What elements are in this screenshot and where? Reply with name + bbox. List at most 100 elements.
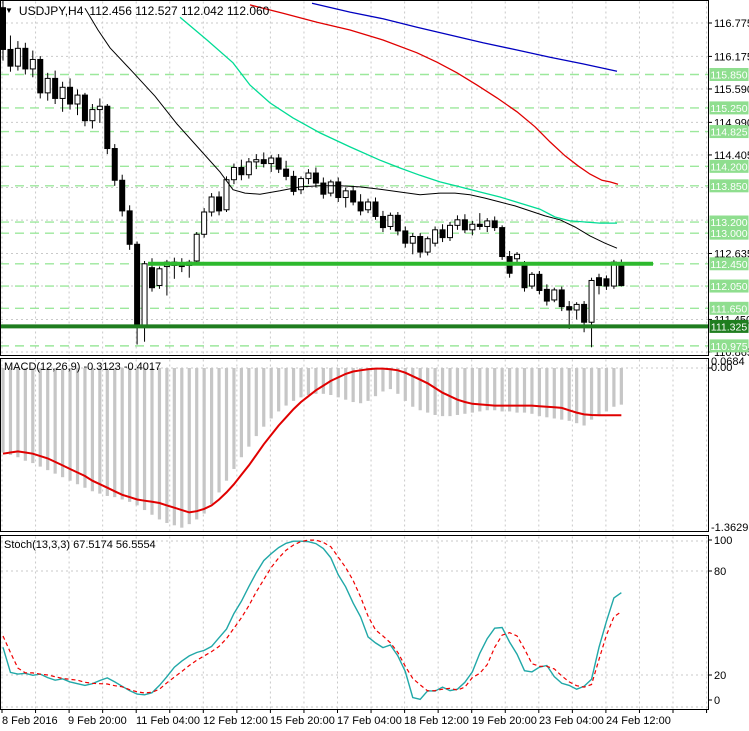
candle-bullish [424,238,431,253]
macd-histogram-bar [68,368,72,481]
stoch-axis-label: 0 [714,695,720,707]
macd-histogram-bar [23,368,27,461]
macd-histogram-bar [75,368,80,485]
collapse-arrow-icon[interactable]: ▼ [5,6,13,15]
candle-bullish [74,94,81,105]
support-resistance-lines[interactable] [0,261,708,329]
macd-histogram-bar [217,368,221,493]
candle-bearish [402,230,409,244]
macd-histogram-bar [619,368,623,405]
price-level-badge-label: 114.200 [710,161,747,173]
candle-bearish [461,219,468,231]
macd-histogram-bar [344,368,348,400]
candle-bullish [387,214,394,227]
macd-axis-max-label: 0.0684 [711,356,745,368]
candle-bearish [521,263,528,289]
price-level-badge [709,215,749,229]
candle-bullish [208,196,215,213]
macd-histogram-bar [478,368,482,412]
macd-histogram-bar [299,368,303,398]
candle-bearish [216,196,223,212]
candle-bullish [14,47,21,67]
time-axis-label: 23 Feb 04:00 [539,715,604,727]
macd-histogram-bar [485,368,489,411]
stoch-d-line [2,539,622,694]
candle-bearish [372,201,379,217]
ma-blue [311,2,618,72]
macd-histogram-bar [277,368,281,412]
macd-histogram-bar [128,368,132,502]
stoch-axis-label: 80 [714,566,726,578]
macd-histogram-bar [306,368,311,396]
stoch-k-line [2,540,622,701]
candle-bearish [7,48,14,67]
candle-bearish [350,190,357,203]
macd-histogram-bar [187,368,191,525]
candle-bullish [447,224,453,239]
macd-indicator-label: MACD(12,26,9) -0.3123 -0.4017 [4,361,162,373]
macd-histogram-bar [530,368,534,414]
candle-bullish [409,235,416,244]
candle-bearish [67,86,74,105]
time-axis-label: 24 Feb 12:00 [606,715,671,727]
macd-histogram-bar [90,368,94,492]
macd-histogram-bar [254,368,258,437]
price-axis-label: 114.990 [714,117,749,129]
candle-bullish [365,201,372,211]
time-axis-label: 11 Feb 04:00 [136,715,200,727]
price-level-badge-label: 114.825 [710,127,747,139]
candle-bullish [298,178,304,191]
candle-bullish [469,223,476,231]
panel-borders [0,0,709,710]
macd-histogram-bar [597,368,601,415]
macd-histogram-bar [172,368,176,526]
macd-histogram-bar [46,368,50,471]
time-axis-label: 17 Feb 04:00 [337,715,402,727]
macd-histogram-bar [8,368,13,455]
price-level-badge [709,319,749,333]
candle-bullish [514,253,521,260]
macd-histogram-bar [224,368,229,481]
candle-bearish [283,168,290,177]
price-level-badge [709,257,749,271]
candle-bullish [551,289,558,301]
macd-histogram-bar [552,368,556,419]
macd-histogram-bar [165,368,169,523]
candle-bearish [499,227,506,258]
candle-bearish [536,273,543,291]
macd-histogram-bar [403,368,407,401]
macd-histogram-bar [262,368,266,427]
ma-red [249,4,619,185]
candle-bullish [96,105,103,111]
candle-bearish [603,278,610,287]
macd-histogram-bar [38,368,42,467]
price-axis-label: 114.405 [714,150,749,162]
candle-bearish [320,182,327,195]
candle-bearish [596,277,602,286]
macd-histogram-bar [612,368,616,407]
macd-histogram-bar [53,368,57,474]
macd-histogram-bar [247,368,251,447]
macd-histogram-bar [157,368,162,520]
candle-bearish [357,201,364,212]
macd-histogram-bar [180,368,184,528]
time-axis[interactable]: 8 Feb 2016 9 Feb 20:00 11 Feb 04:00 12 Feb … [1,709,708,728]
price-axis[interactable]: 116.775116.175115.590114.990114.405112.6… [708,18,749,707]
macd-histogram-bar [83,368,87,488]
chart-header: ▼ USDJPY,H4 112.456 112.527 112.042 112.… [5,4,269,18]
macd-histogram-bar [31,368,35,464]
candle-bullish [245,161,252,176]
price-level-badge [709,339,749,353]
candle-bearish [0,7,6,50]
symbol-timeframe-label: USDJPY,H4 [18,4,84,18]
macd-histogram-bar [396,368,400,394]
candle-bullish [89,109,96,122]
candle-bearish [476,223,483,227]
macd-histogram-bar [150,368,154,515]
macd-histogram-bar [142,368,147,511]
candle-bullish [327,181,334,194]
candle-bearish [134,243,141,325]
macd-histogram-bar [1,368,5,453]
